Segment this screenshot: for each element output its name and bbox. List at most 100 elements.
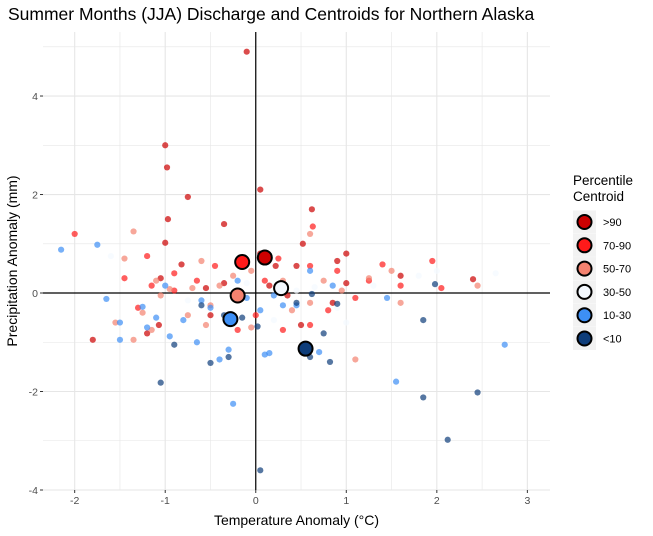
data-point — [316, 349, 323, 356]
data-point — [343, 319, 350, 326]
data-point — [352, 356, 359, 363]
data-point — [94, 241, 101, 248]
centroid-marker — [229, 287, 246, 304]
data-point — [148, 326, 155, 334]
x-axis-title: Temperature Anomaly (°C) — [214, 512, 379, 528]
legend-swatch — [576, 307, 593, 324]
data-point — [184, 297, 191, 304]
data-point — [121, 275, 128, 282]
data-point — [320, 277, 327, 284]
data-point — [308, 290, 315, 298]
data-point — [415, 272, 422, 279]
data-point — [171, 270, 178, 277]
data-point — [157, 379, 164, 386]
data-point — [130, 228, 137, 235]
data-point — [320, 330, 327, 337]
data-point — [207, 312, 214, 319]
data-point — [207, 359, 214, 367]
data-point — [157, 292, 164, 299]
data-point — [266, 282, 273, 289]
data-point — [162, 142, 169, 149]
x-tick-label: -1 — [161, 495, 170, 507]
data-point — [180, 316, 187, 324]
data-point — [352, 294, 359, 302]
centroid-marker — [256, 249, 273, 266]
centroid-marker — [234, 253, 251, 270]
legend-swatch — [576, 214, 593, 230]
data-point — [444, 436, 451, 443]
data-point — [370, 282, 377, 289]
data-point — [257, 467, 264, 474]
data-point — [308, 206, 315, 213]
data-point — [261, 277, 268, 284]
data-point — [121, 255, 128, 262]
data-point — [326, 358, 334, 366]
legend-swatch — [576, 237, 593, 254]
data-point — [334, 300, 341, 307]
data-point — [299, 240, 306, 247]
data-point — [230, 400, 237, 407]
data-point — [501, 341, 508, 348]
data-point — [420, 394, 427, 401]
data-point — [293, 299, 300, 306]
data-point — [270, 316, 277, 324]
data-point — [306, 262, 314, 270]
x-tick-label: 2 — [434, 495, 440, 507]
data-point — [202, 284, 210, 292]
data-point — [164, 216, 172, 223]
data-point — [254, 323, 261, 330]
y-tick-label: 4 — [32, 91, 38, 103]
data-point — [230, 272, 237, 279]
data-point — [306, 230, 314, 238]
data-point — [89, 336, 96, 343]
data-point — [379, 261, 386, 268]
data-point — [198, 257, 205, 265]
data-point — [234, 326, 241, 334]
y-axis-title: Precipitation Anomaly (mm) — [4, 175, 20, 346]
legend-swatch — [576, 283, 593, 300]
data-point — [334, 267, 341, 274]
data-point — [216, 356, 223, 363]
legend-label: >90 — [603, 217, 622, 229]
data-point — [178, 261, 185, 268]
data-point — [225, 353, 232, 361]
data-point — [216, 282, 223, 289]
data-point — [383, 294, 391, 302]
legend-label: 10-30 — [603, 310, 631, 322]
data-point — [257, 186, 264, 193]
data-point — [144, 330, 151, 337]
data-point — [306, 321, 314, 329]
data-point — [157, 275, 164, 282]
data-point — [469, 276, 477, 283]
data-point — [220, 220, 228, 228]
data-point — [275, 255, 282, 262]
data-point — [184, 312, 191, 319]
data-point — [270, 292, 277, 299]
data-point — [58, 246, 65, 253]
data-point — [266, 349, 273, 357]
legend-label: <10 — [603, 334, 622, 346]
data-point — [71, 230, 78, 238]
data-point — [438, 284, 445, 292]
data-point — [365, 275, 373, 282]
data-point — [248, 267, 255, 274]
data-point — [139, 309, 146, 316]
data-point — [311, 284, 318, 291]
data-point — [163, 164, 171, 171]
data-point — [392, 378, 400, 385]
data-point — [309, 223, 316, 230]
data-point — [166, 285, 173, 293]
data-point — [325, 307, 332, 314]
data-point — [474, 389, 481, 396]
data-point — [225, 346, 232, 353]
data-point — [433, 267, 440, 274]
data-point — [139, 303, 146, 310]
data-point — [116, 319, 124, 326]
data-point — [198, 297, 205, 304]
data-point — [429, 257, 436, 265]
data-point — [338, 287, 345, 294]
legend-title: Percentile — [573, 173, 633, 188]
legend-title: Centroid — [573, 189, 624, 204]
